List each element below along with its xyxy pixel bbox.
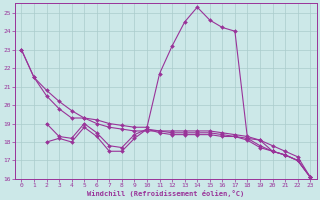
X-axis label: Windchill (Refroidissement éolien,°C): Windchill (Refroidissement éolien,°C) [87,190,244,197]
